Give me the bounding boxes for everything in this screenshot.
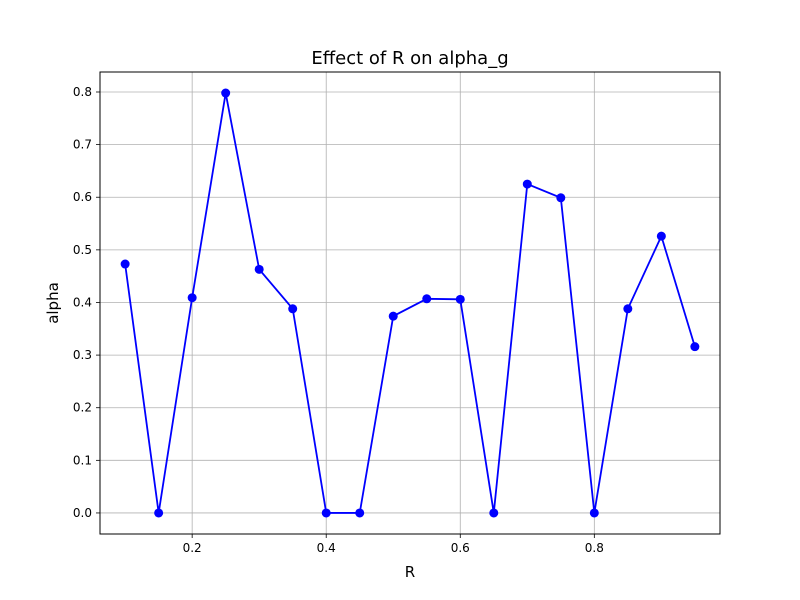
data-point — [221, 88, 231, 98]
y-tick-label: 0.8 — [73, 85, 92, 99]
x-tick-label: 0.4 — [317, 541, 336, 555]
plot-area-frame — [99, 71, 721, 535]
axis-ticks: 0.2 0.4 0.6 0.8 0.0 0.1 0.2 0.3 0.4 0.5 0.6 0.7 0.8 — [73, 85, 604, 555]
chart-title: Effect of R on alpha_g — [311, 48, 508, 69]
y-axis-label: alpha — [44, 282, 62, 324]
y-tick-label: 0.2 — [73, 401, 92, 415]
series-markers — [120, 88, 700, 518]
x-tick-label: 0.2 — [183, 541, 202, 555]
y-tick-label: 0.5 — [73, 243, 92, 257]
y-tick-label: 0.4 — [73, 295, 92, 309]
x-axis-label: R — [405, 563, 415, 581]
data-point — [589, 508, 599, 518]
data-point — [355, 508, 365, 518]
y-tick-label: 0.0 — [73, 506, 92, 520]
data-point — [120, 259, 130, 269]
data-point — [187, 293, 197, 303]
data-point — [254, 264, 264, 274]
data-point — [388, 311, 398, 321]
data-point — [288, 304, 298, 314]
data-point — [556, 193, 566, 203]
data-point — [522, 179, 532, 189]
data-point — [422, 294, 432, 304]
y-tick-label: 0.3 — [73, 348, 92, 362]
series-line — [124, 92, 696, 514]
x-tick-label: 0.8 — [585, 541, 604, 555]
data-point — [321, 508, 331, 518]
data-point — [489, 508, 499, 518]
y-tick-label: 0.6 — [73, 190, 92, 204]
series-alpha — [120, 88, 700, 518]
y-tick-label: 0.7 — [73, 138, 92, 152]
data-point — [623, 304, 633, 314]
data-point — [656, 231, 666, 241]
data-point — [154, 508, 164, 518]
data-point — [455, 294, 465, 304]
x-tick-label: 0.6 — [451, 541, 470, 555]
y-tick-label: 0.1 — [73, 453, 92, 467]
data-point — [690, 342, 700, 352]
